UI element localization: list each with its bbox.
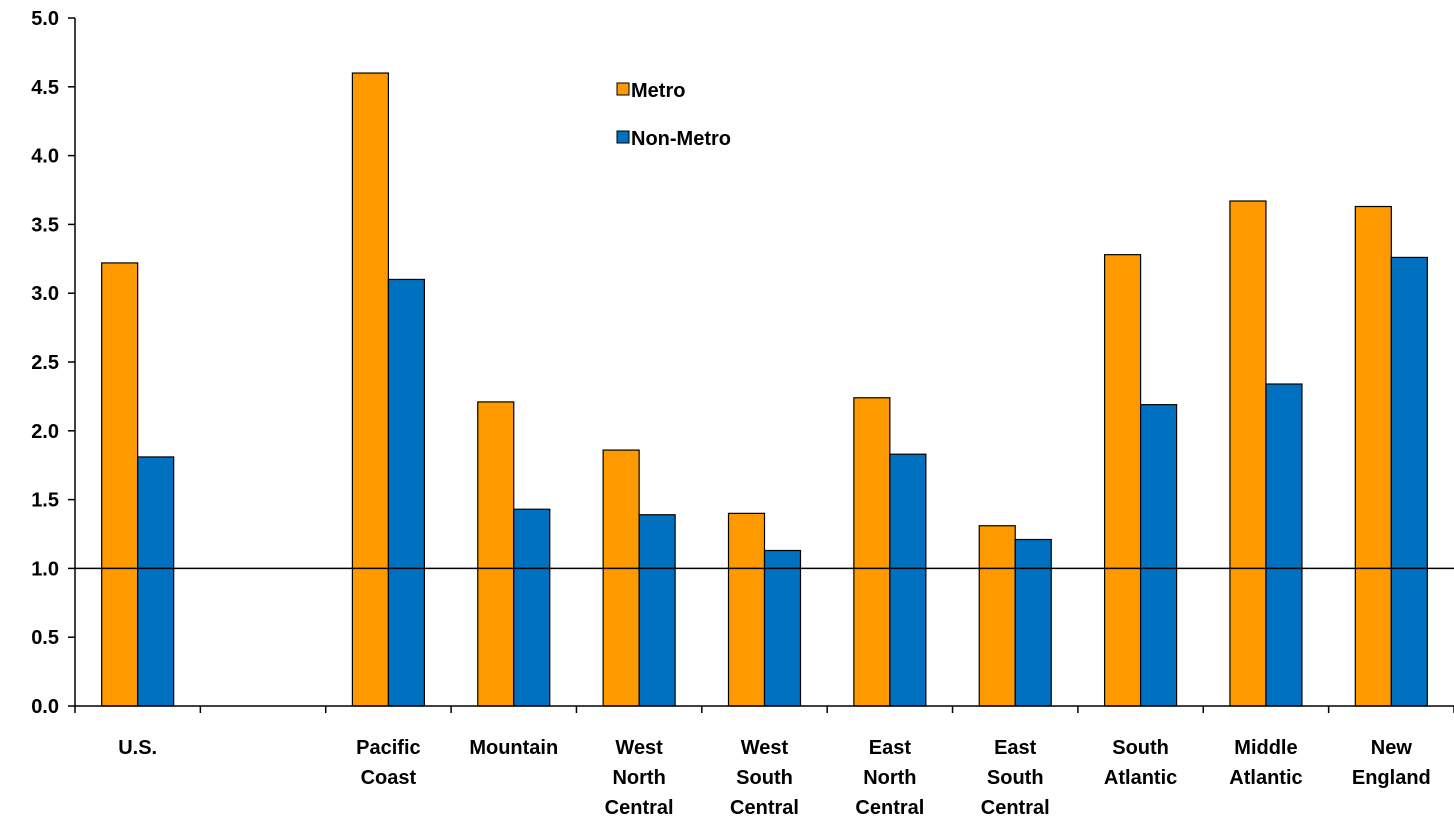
bar-metro: [602, 449, 640, 707]
bar-non-metro: [638, 514, 676, 707]
bar-non-metro: [1139, 404, 1178, 707]
x-category-label: East: [869, 737, 912, 759]
x-category-label: Central: [981, 797, 1050, 819]
x-category-label: South: [736, 767, 793, 789]
x-axis-ticks: U.S. Pacific Coast Mountain West North Central…: [74, 706, 1454, 819]
y-tick-label: 2.5: [31, 352, 59, 374]
bar-non-metro: [137, 456, 175, 707]
x-category-label: Central: [730, 797, 799, 819]
y-tick-label: 3.5: [31, 214, 59, 236]
x-category-label: England: [1352, 767, 1431, 789]
x-category-label: West: [615, 737, 663, 759]
x-category-label: South: [1112, 737, 1169, 759]
y-axis-ticks: 0.0 0.5 1.0 1.5 2.0 2.5 3.0 3.5 4.0 4.5 5.0: [31, 8, 75, 718]
legend: Metro Non-Metro: [616, 80, 731, 150]
y-tick-label: 1.0: [31, 558, 59, 580]
bars-layer: [101, 72, 1428, 707]
bar-metro: [853, 397, 891, 707]
x-category-label: Middle: [1234, 737, 1297, 759]
x-category-label: East: [994, 737, 1037, 759]
x-category-label: North: [863, 767, 916, 789]
x-category-label: Central: [855, 797, 924, 819]
bar-metro: [1103, 254, 1142, 707]
legend-swatch-metro: [616, 82, 630, 96]
x-category-label: Pacific: [356, 737, 420, 759]
bar-non-metro: [1265, 383, 1303, 707]
x-category-label: West: [741, 737, 789, 759]
x-category-label: Mountain: [469, 737, 558, 759]
x-category-label: North: [612, 767, 665, 789]
x-category-label: Atlantic: [1229, 767, 1302, 789]
bar-non-metro: [513, 508, 551, 707]
legend-swatch-non-metro: [616, 130, 630, 144]
y-tick-label: 3.0: [31, 283, 59, 305]
bar-metro: [1354, 205, 1392, 707]
x-category-label: Central: [605, 797, 674, 819]
bar-metro: [1229, 200, 1267, 707]
x-category-label: Atlantic: [1104, 767, 1177, 789]
bar-non-metro: [387, 278, 426, 707]
bar-metro: [351, 72, 390, 707]
bar-non-metro: [1390, 256, 1428, 707]
legend-label-metro: Metro: [631, 80, 685, 102]
bar-metro: [477, 401, 515, 707]
bar-metro: [978, 525, 1016, 707]
y-tick-label: 4.5: [31, 77, 59, 99]
x-category-label: New: [1371, 737, 1413, 759]
bar-metro: [727, 512, 766, 707]
bar-non-metro: [763, 549, 802, 707]
y-tick-label: 0.0: [31, 696, 59, 718]
legend-label-non-metro: Non-Metro: [631, 128, 731, 150]
y-tick-label: 1.5: [31, 490, 59, 512]
bar-metro: [101, 262, 139, 707]
x-category-label: Coast: [361, 767, 417, 789]
y-tick-label: 0.5: [31, 627, 59, 649]
bar-non-metro: [889, 453, 927, 707]
x-category-label: U.S.: [118, 737, 157, 759]
y-tick-label: 2.0: [31, 421, 59, 443]
x-category-label: South: [987, 767, 1044, 789]
bar-non-metro: [1014, 538, 1052, 707]
y-tick-label: 5.0: [31, 8, 59, 30]
y-tick-label: 4.0: [31, 146, 59, 168]
